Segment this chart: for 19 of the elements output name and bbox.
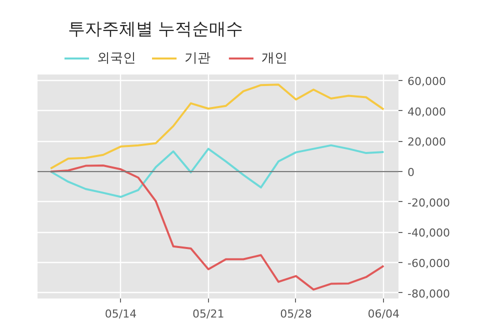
y-tick-label: 60,000 <box>408 75 446 88</box>
y-tick-label: 0 <box>408 166 414 180</box>
legend-label: 외국인 <box>97 51 136 66</box>
line-series <box>50 144 385 198</box>
line-series <box>50 164 385 291</box>
legend-label: 기관 <box>184 51 211 66</box>
line-series <box>50 84 385 170</box>
y-tick-label: -40,000 <box>408 226 450 240</box>
x-tick-label: 05/21 <box>192 308 224 320</box>
y-tick-label: 20,000 <box>408 136 446 149</box>
x-tick-label: 05/14 <box>104 308 137 320</box>
y-tick-label: -20,000 <box>408 196 450 210</box>
legend-label: 개인 <box>262 51 288 66</box>
y-tick-label: -80,000 <box>408 287 450 300</box>
y-tick-label: 40,000 <box>408 105 446 118</box>
y-tick-label: -60,000 <box>408 257 450 270</box>
x-tick-label: 06/04 <box>368 308 400 320</box>
chart-title: 투자주체별 누적순매수 <box>68 20 244 40</box>
x-tick-label: 05/28 <box>280 308 312 320</box>
